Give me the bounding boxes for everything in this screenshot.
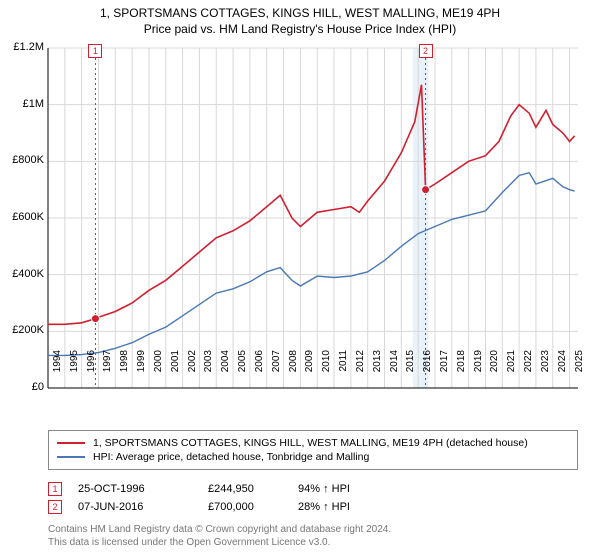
x-tick-label: 2014 [389, 350, 400, 390]
x-tick-label: 1994 [52, 350, 63, 390]
sale-line-marker: 2 [419, 44, 433, 58]
sale-date-2: 07-JUN-2016 [78, 501, 208, 513]
x-tick-label: 2000 [153, 350, 164, 390]
x-tick-label: 2021 [506, 350, 517, 390]
title-block: 1, SPORTSMANS COTTAGES, KINGS HILL, WEST… [0, 0, 600, 36]
sale-row-2: 2 07-JUN-2016 £700,000 28% ↑ HPI [48, 500, 578, 514]
sale-row-1: 1 25-OCT-1996 £244,950 94% ↑ HPI [48, 482, 578, 496]
x-tick-label: 1998 [119, 350, 130, 390]
x-tick-label: 2020 [489, 350, 500, 390]
sale-diff-2: 28% ↑ HPI [298, 501, 418, 513]
x-tick-label: 2019 [473, 350, 484, 390]
y-tick-label: £0 [4, 381, 44, 393]
x-tick-label: 2004 [220, 350, 231, 390]
x-tick-label: 2025 [574, 350, 585, 390]
x-tick-label: 2016 [422, 350, 433, 390]
x-tick-label: 2018 [456, 350, 467, 390]
x-tick-label: 2013 [372, 350, 383, 390]
y-tick-label: £800K [4, 154, 44, 166]
sales-table: 1 25-OCT-1996 £244,950 94% ↑ HPI 2 07-JU… [48, 478, 578, 518]
x-tick-label: 2009 [304, 350, 315, 390]
legend-item-property: 1, SPORTSMANS COTTAGES, KINGS HILL, WEST… [57, 437, 569, 449]
legend: 1, SPORTSMANS COTTAGES, KINGS HILL, WEST… [48, 430, 578, 470]
sale-line-marker: 1 [88, 44, 102, 58]
chart-container: 1, SPORTSMANS COTTAGES, KINGS HILL, WEST… [0, 0, 600, 560]
sale-price-1: £244,950 [208, 483, 298, 495]
y-tick-label: £200K [4, 324, 44, 336]
y-tick-label: £400K [4, 268, 44, 280]
x-tick-label: 2003 [203, 350, 214, 390]
x-tick-label: 2005 [237, 350, 248, 390]
title-line-2: Price paid vs. HM Land Registry's House … [0, 22, 600, 36]
x-tick-label: 1996 [86, 350, 97, 390]
y-tick-label: £1.2M [4, 41, 44, 53]
footer-line-2: This data is licensed under the Open Gov… [48, 537, 578, 550]
sale-price-2: £700,000 [208, 501, 298, 513]
sale-date-1: 25-OCT-1996 [78, 483, 208, 495]
chart-svg [48, 48, 578, 388]
sale-marker-2: 2 [48, 500, 62, 514]
y-tick-label: £600K [4, 211, 44, 223]
footer-line-1: Contains HM Land Registry data © Crown c… [48, 524, 578, 537]
x-tick-label: 2006 [254, 350, 265, 390]
x-tick-label: 2017 [439, 350, 450, 390]
title-line-1: 1, SPORTSMANS COTTAGES, KINGS HILL, WEST… [0, 6, 600, 20]
legend-item-hpi: HPI: Average price, detached house, Tonb… [57, 451, 569, 463]
legend-swatch-property [57, 442, 85, 444]
x-tick-label: 2011 [338, 350, 349, 390]
legend-swatch-hpi [57, 456, 85, 458]
x-tick-label: 1999 [136, 350, 147, 390]
x-tick-label: 2012 [355, 350, 366, 390]
x-tick-label: 2015 [405, 350, 416, 390]
x-tick-label: 2010 [321, 350, 332, 390]
sale-diff-1: 94% ↑ HPI [298, 483, 418, 495]
x-tick-label: 2002 [187, 350, 198, 390]
x-tick-label: 2024 [557, 350, 568, 390]
x-tick-label: 2001 [170, 350, 181, 390]
footer: Contains HM Land Registry data © Crown c… [48, 524, 578, 549]
x-tick-label: 2022 [523, 350, 534, 390]
x-tick-label: 2007 [271, 350, 282, 390]
x-tick-label: 2023 [540, 350, 551, 390]
legend-label-property: 1, SPORTSMANS COTTAGES, KINGS HILL, WEST… [93, 437, 528, 449]
x-tick-label: 1997 [102, 350, 113, 390]
sale-marker-1: 1 [48, 482, 62, 496]
x-tick-label: 1995 [69, 350, 80, 390]
x-tick-label: 2008 [288, 350, 299, 390]
y-tick-label: £1M [4, 98, 44, 110]
chart-area: £0£200K£400K£600K£800K£1M£1.2M1994199519… [48, 48, 578, 388]
legend-label-hpi: HPI: Average price, detached house, Tonb… [93, 451, 369, 463]
